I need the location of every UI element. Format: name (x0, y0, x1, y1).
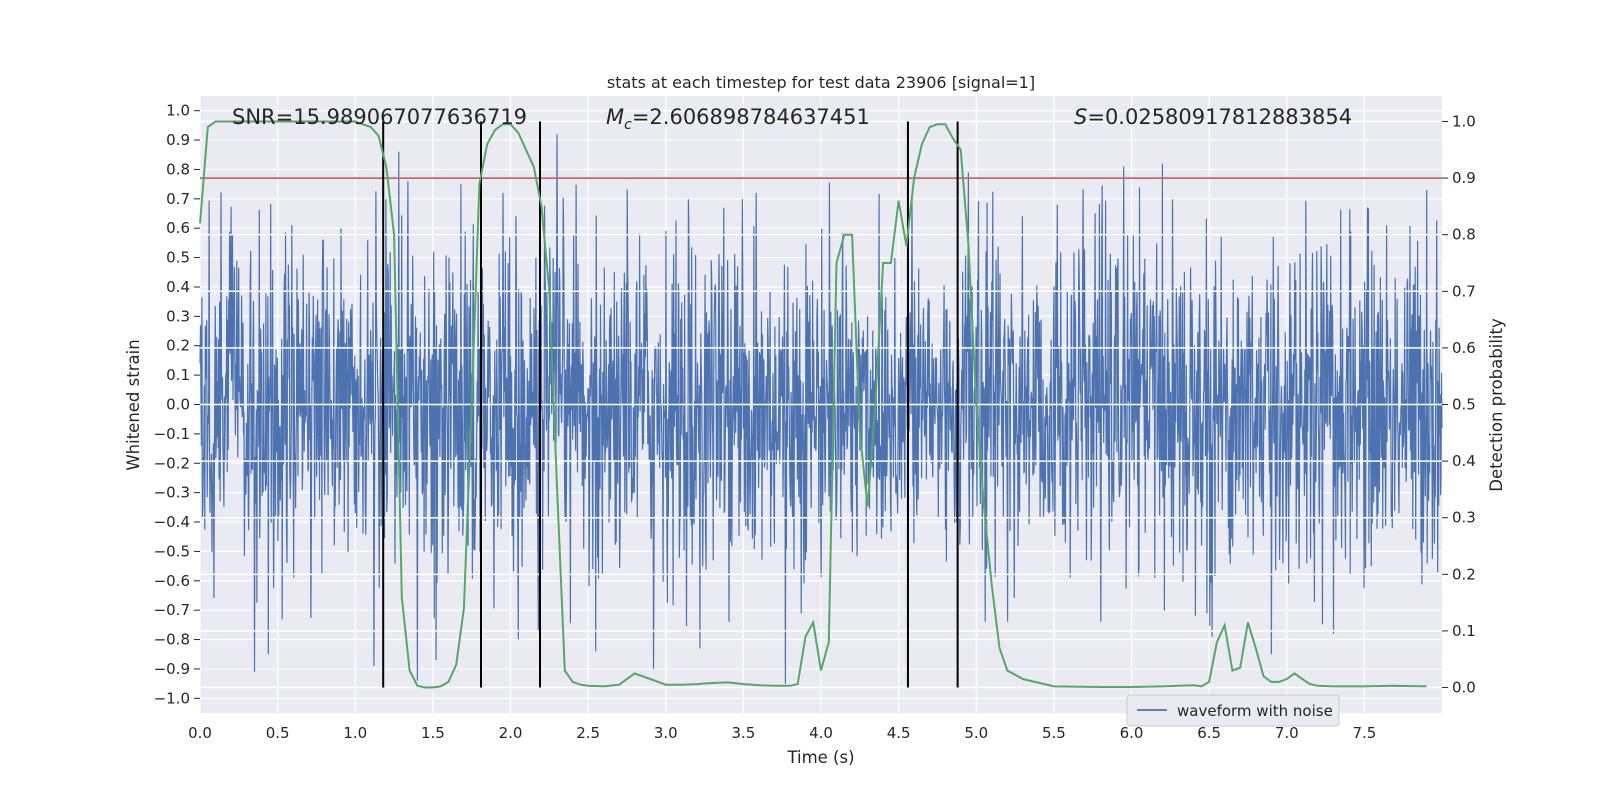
y-tick-label: −0.8 (154, 631, 190, 649)
right-tick-label: 0.8 (1452, 226, 1476, 244)
chart-title: stats at each timestep for test data 239… (607, 73, 1035, 92)
waveform-line (199, 134, 1443, 684)
x-tick-label: 7.0 (1275, 724, 1299, 742)
y-tick-label: 0.4 (166, 278, 190, 296)
y-tick-label: −0.9 (154, 660, 190, 678)
y-tick-label: −0.1 (154, 425, 190, 443)
x-tick-label: 1.5 (421, 724, 445, 742)
right-tick-label: 0.2 (1452, 565, 1476, 583)
x-tick-label: 0.5 (266, 724, 290, 742)
y-tick-label: 0.5 (166, 249, 190, 267)
x-tick-label: 0.0 (188, 724, 212, 742)
y-tick-label: 1.0 (166, 102, 190, 120)
right-tick-label: 0.9 (1452, 169, 1476, 187)
y-tick-label: −0.5 (154, 542, 190, 560)
x-axis-ticks: 0.0 0.5 1.0 1.5 2.0 2.5 3.0 3.5 4.0 4.5 5.0 5.5 6.0 6… (188, 724, 1376, 742)
right-tick-label: 0.7 (1452, 282, 1476, 300)
x-tick-label: 7.5 (1352, 724, 1376, 742)
y-tick-label: 0.3 (166, 307, 190, 325)
right-axis-ticks: 1.0 0.9 0.8 0.7 0.6 0.5 0.4 0.3 0.2 0.1 0.0 (1442, 112, 1476, 697)
chirp-mass-annotation: Mc=2.606898784637451 (606, 105, 870, 133)
x-tick-label: 3.5 (731, 724, 755, 742)
y-tick-label: 0.0 (166, 396, 190, 414)
y-tick-label: −0.6 (154, 572, 190, 590)
y-tick-label: 0.9 (166, 131, 190, 149)
x-tick-label: 6.5 (1197, 724, 1221, 742)
x-tick-label: 4.5 (887, 724, 911, 742)
y-tick-label: 0.6 (166, 219, 190, 237)
y-tick-label: 0.8 (166, 160, 190, 178)
significance-symbol: S (1074, 105, 1087, 129)
x-axis-label: Time (s) (786, 748, 854, 767)
right-tick-label: 0.5 (1452, 396, 1476, 414)
y-tick-label: −1.0 (154, 689, 190, 707)
waveform-series (199, 134, 1443, 684)
right-tick-label: 0.3 (1452, 509, 1476, 527)
right-tick-label: 1.0 (1452, 112, 1476, 130)
y-axis-ticks: 1.0 0.9 0.8 0.7 0.6 0.5 0.4 0.3 0.2 0.1 0.0 −0.1 −0.… (154, 102, 200, 707)
x-tick-label: 2.5 (576, 724, 600, 742)
right-axis-label: Detection probability (1487, 318, 1506, 492)
y-tick-label: 0.1 (166, 366, 190, 384)
y-tick-label: 0.2 (166, 337, 190, 355)
y-tick-label: −0.3 (154, 484, 190, 502)
chirp-mass-symbol: M (606, 105, 624, 129)
significance-annotation: S=0.02580917812883854 (1074, 105, 1352, 129)
significance-value: =0.02580917812883854 (1087, 105, 1352, 129)
x-tick-label: 2.0 (499, 724, 523, 742)
x-tick-label: 1.0 (343, 724, 367, 742)
right-tick-label: 0.1 (1452, 622, 1476, 640)
chirp-mass-value: =2.606898784637451 (632, 105, 870, 129)
right-tick-label: 0.0 (1452, 679, 1476, 697)
detection-probability-line (199, 120, 1427, 689)
legend-label: waveform with noise (1177, 702, 1333, 720)
x-tick-label: 5.0 (964, 724, 988, 742)
x-tick-label: 3.0 (654, 724, 678, 742)
x-tick-label: 4.0 (809, 724, 833, 742)
y-tick-label: −0.2 (154, 454, 190, 472)
legend-box (1126, 694, 1340, 727)
y-tick-label: −0.7 (154, 601, 190, 619)
x-tick-label: 5.5 (1042, 724, 1066, 742)
y-tick-label: −0.4 (154, 513, 190, 531)
x-tick-label: 6.0 (1120, 724, 1144, 742)
legend: waveform with noise (1126, 694, 1340, 727)
right-tick-label: 0.6 (1452, 339, 1476, 357)
vertical-markers (382, 121, 959, 688)
snr-annotation: SNR=15.989067077636719 (232, 105, 527, 129)
chirp-mass-subscript: c (624, 117, 632, 133)
y-axis-label: Whitened strain (124, 339, 143, 470)
right-tick-label: 0.4 (1452, 452, 1476, 470)
y-tick-label: 0.7 (166, 190, 190, 208)
